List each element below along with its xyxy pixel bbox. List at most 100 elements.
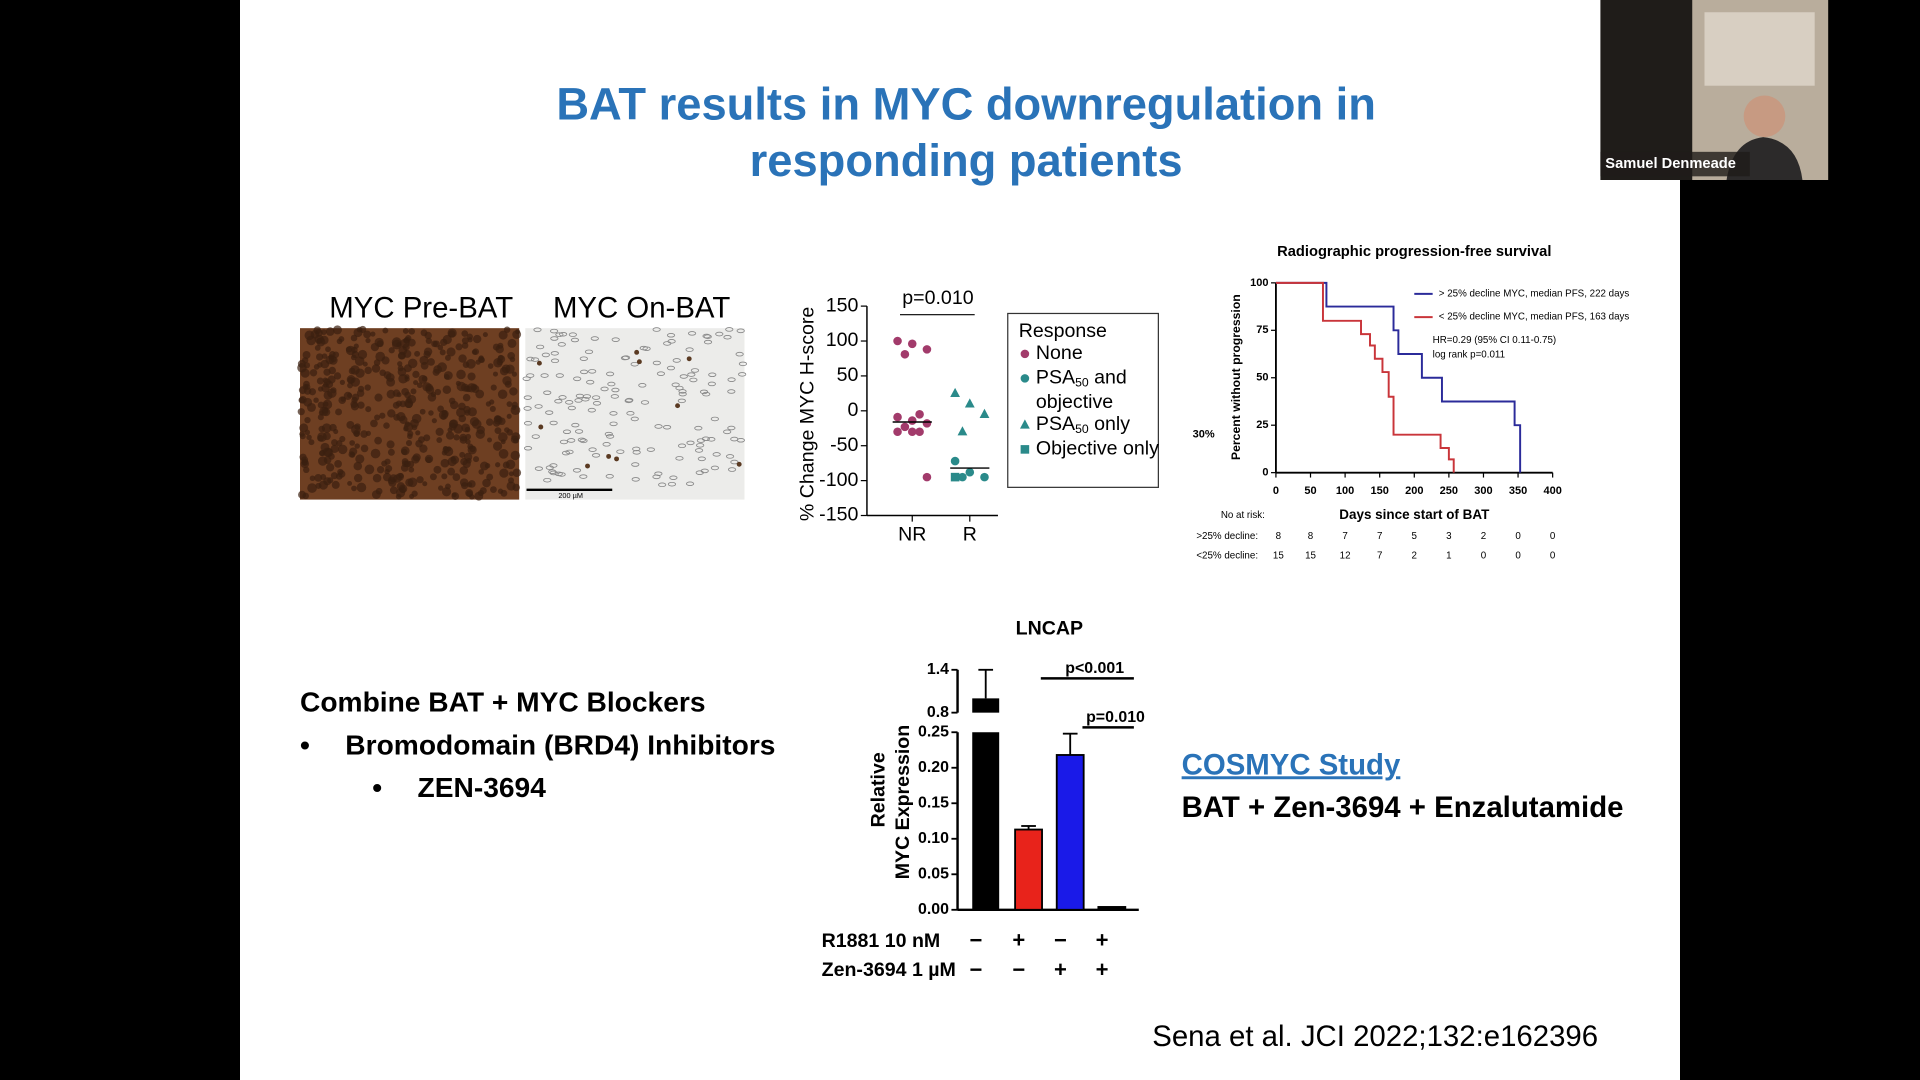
risk-label: <25% decline: <box>1196 551 1258 562</box>
nucleus <box>351 396 358 404</box>
nucleus <box>308 439 315 446</box>
y-tick-label: 0 <box>1262 467 1268 479</box>
data-point <box>965 467 975 477</box>
ihc-label: MYC Pre-BAT <box>329 292 513 325</box>
nucleus <box>421 375 428 382</box>
nucleus <box>466 457 472 464</box>
nucleus <box>330 387 337 394</box>
nucleus <box>466 490 473 497</box>
cell <box>630 416 639 422</box>
nucleus <box>347 382 353 389</box>
nucleus <box>333 429 339 435</box>
risk-label: >25% decline: <box>1196 531 1258 542</box>
risk-count: 0 <box>1550 531 1556 542</box>
nucleus <box>507 338 517 348</box>
nucleus <box>379 369 387 377</box>
nucleus <box>407 477 418 488</box>
nucleus <box>364 384 371 391</box>
nucleus <box>487 363 494 369</box>
nucleus <box>437 344 444 351</box>
y-axis-label: MYC Expression <box>892 725 914 880</box>
nucleus <box>372 473 382 483</box>
risk-title: No at risk: <box>1221 510 1265 521</box>
nucleus <box>360 444 369 453</box>
cell <box>555 332 564 337</box>
y-tick-label: 75 <box>1256 324 1268 336</box>
cell <box>565 400 574 405</box>
nucleus <box>414 350 421 357</box>
risk-count: 8 <box>1276 531 1282 542</box>
cell <box>577 437 586 443</box>
y-tick-label: 0.25 <box>918 723 949 740</box>
cell <box>531 434 540 439</box>
nucleus <box>501 364 511 374</box>
nucleus <box>374 393 383 402</box>
cell <box>671 382 680 388</box>
nucleus <box>458 354 467 363</box>
cell <box>667 481 677 487</box>
ihc-label: MYC On-BAT <box>553 292 730 325</box>
data-point <box>1020 419 1030 429</box>
nucleus <box>438 485 444 491</box>
nucleus <box>456 369 466 380</box>
nucleus <box>382 327 389 334</box>
legend-label-part: objective <box>1036 391 1113 413</box>
nucleus <box>350 402 359 411</box>
nucleus <box>374 436 382 445</box>
cell <box>607 381 616 387</box>
nucleus <box>364 366 372 375</box>
nucleus <box>493 441 503 451</box>
nucleus <box>356 326 363 333</box>
nucleus <box>467 372 476 381</box>
nucleus <box>388 347 395 354</box>
nucleus <box>299 433 306 440</box>
nucleus <box>304 416 311 424</box>
y-tick-label: 25 <box>1256 419 1268 431</box>
cell <box>685 347 694 352</box>
nucleus <box>461 337 469 345</box>
y-tick-label: -50 <box>830 434 858 456</box>
y-tick-label: 0 <box>847 399 858 421</box>
cell <box>672 358 681 363</box>
ihc-texture <box>297 325 748 501</box>
nucleus <box>402 328 409 334</box>
risk-count: 1 <box>1446 551 1451 562</box>
cell <box>707 437 716 442</box>
x-tick-label: 0 <box>1273 485 1279 497</box>
nucleus <box>334 460 342 468</box>
cell <box>602 442 611 447</box>
cell <box>610 394 619 399</box>
y-tick-label: 0.00 <box>918 901 949 918</box>
cell <box>694 425 703 431</box>
cell <box>590 336 599 341</box>
legend-label: > 25% decline MYC, median PFS, 222 days <box>1439 288 1630 299</box>
nucleus <box>412 370 420 379</box>
webcam-shelf <box>1704 12 1815 86</box>
nucleus <box>459 466 469 475</box>
legend-title: Response <box>1019 320 1107 342</box>
nucleus <box>339 435 346 443</box>
cell <box>702 391 711 397</box>
data-point <box>1020 349 1030 359</box>
cell <box>567 438 576 443</box>
nucleus <box>439 349 446 356</box>
cell <box>667 339 676 344</box>
nucleus <box>512 330 522 339</box>
nucleus <box>473 456 480 463</box>
cell <box>600 386 609 392</box>
x-tick-label: 100 <box>1336 485 1354 497</box>
condition-sign: − <box>1054 927 1067 952</box>
slide-title: BAT results in MYC downregulation in <box>556 79 1376 130</box>
nucleus <box>445 483 451 490</box>
cell <box>736 437 745 443</box>
cell <box>631 462 640 467</box>
bar <box>1014 828 1043 911</box>
x-tick-label: R <box>963 523 977 545</box>
cell <box>584 349 594 355</box>
y-axis-label: Relative <box>867 752 889 827</box>
study-link[interactable]: COSMYC Study <box>1182 748 1401 781</box>
x-tick-label: 50 <box>1304 485 1316 497</box>
cell <box>710 465 720 471</box>
cell <box>559 439 569 445</box>
cell <box>656 371 666 376</box>
